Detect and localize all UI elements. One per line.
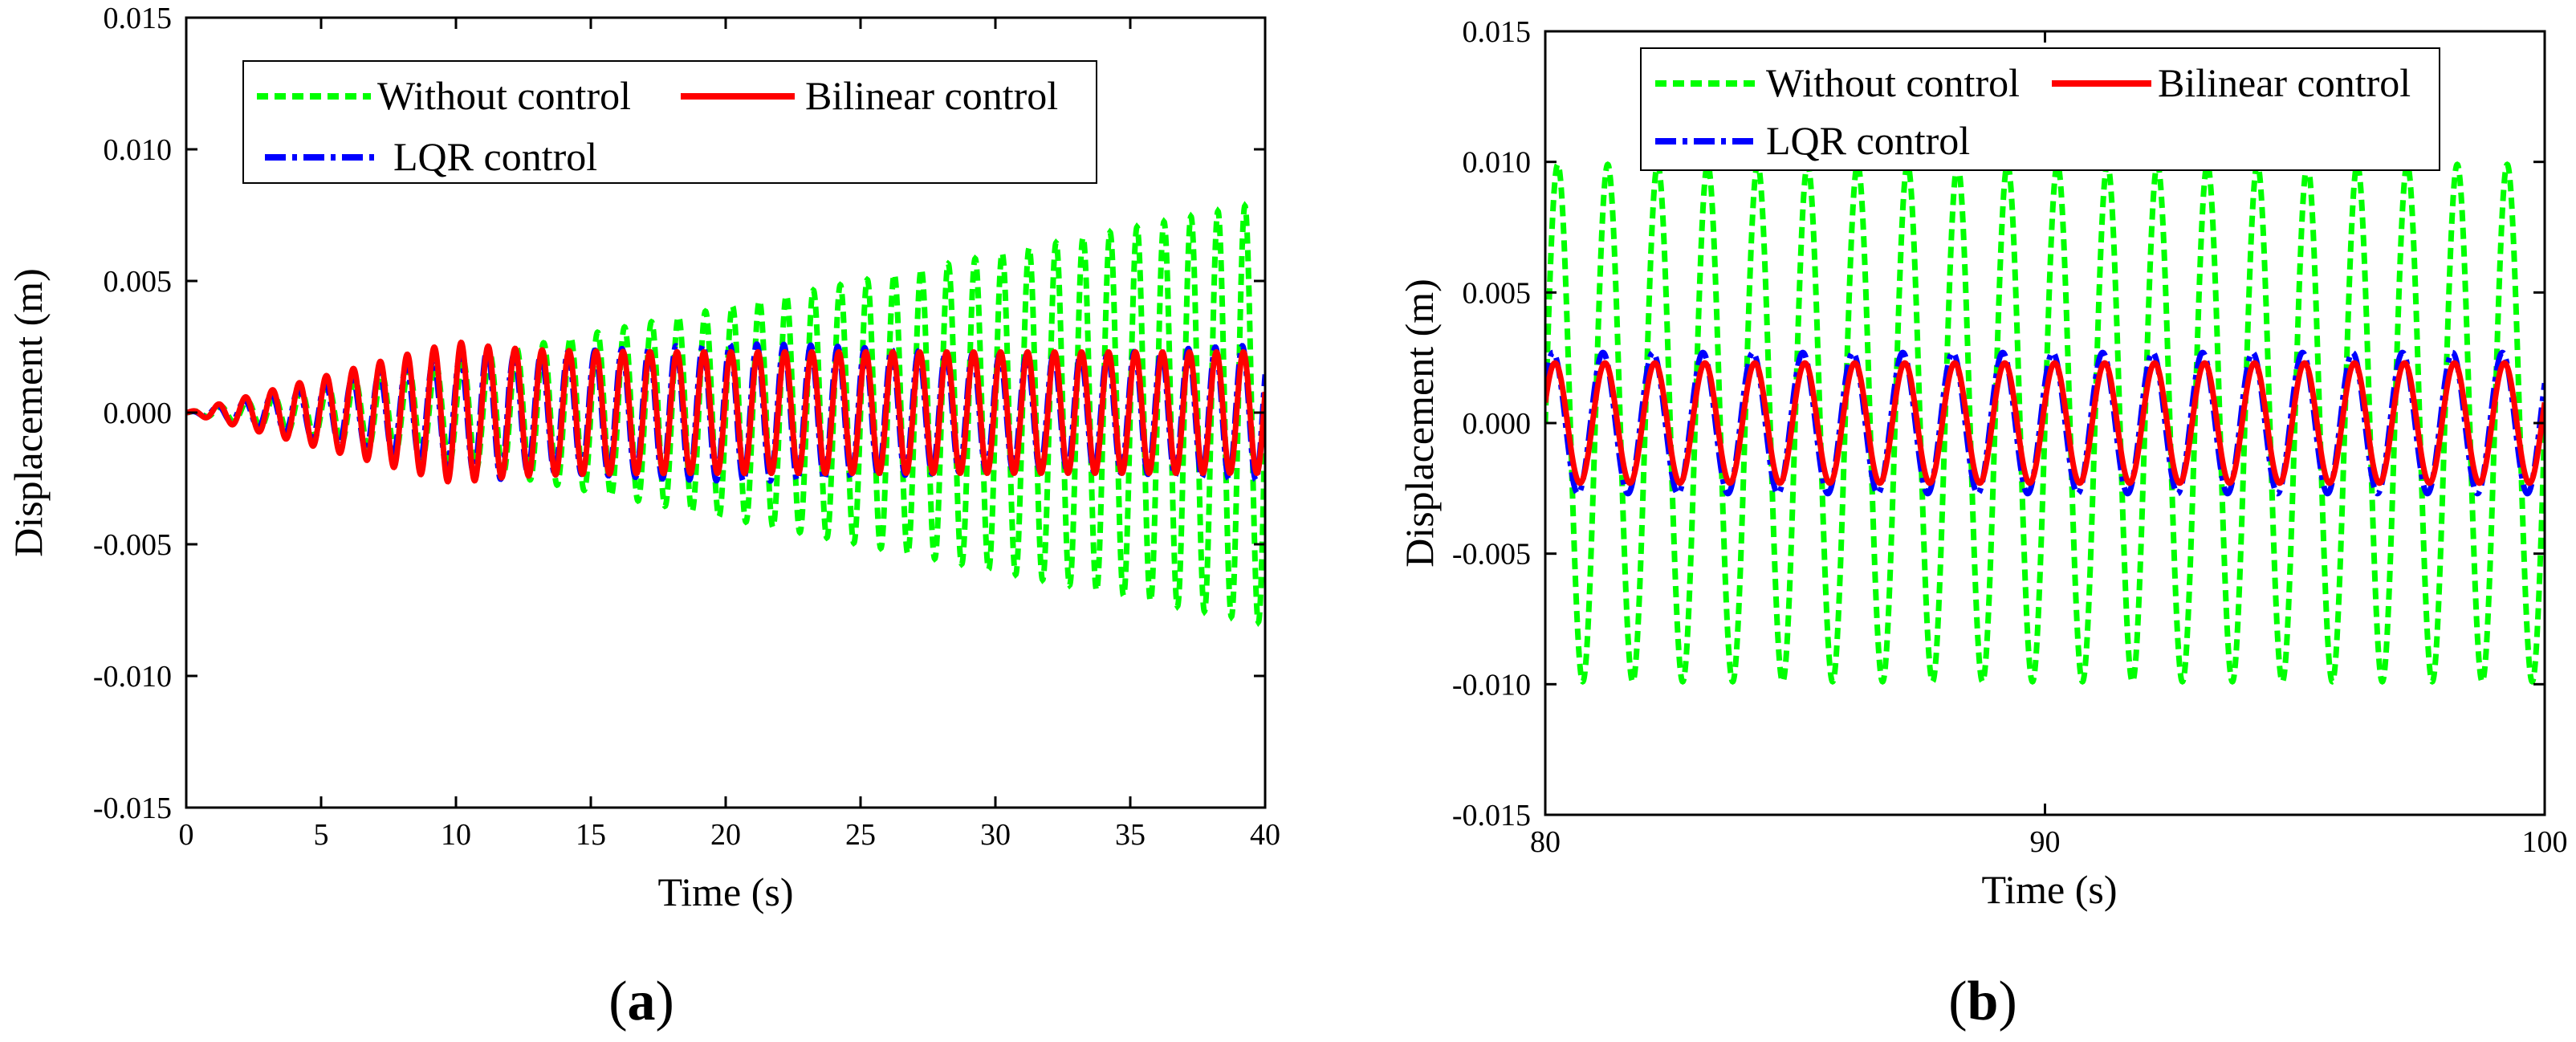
y-axis-label-b: Displacement (m) [1397, 279, 1442, 568]
series-group-a [186, 201, 1265, 628]
series-line-bilinear-control-a [186, 339, 1265, 485]
y-tick-label-b: 0.005 [1463, 276, 1532, 310]
legend-label-lqr-control-b: LQR control [1766, 118, 1970, 163]
legend-label-without-control-b: Without control [1766, 60, 2020, 105]
legend-box-a [242, 60, 1097, 184]
x-tick-label-a: 35 [1115, 818, 1146, 852]
x-tick-label-a: 10 [441, 818, 471, 852]
y-tick-label-b: -0.010 [1452, 668, 1531, 702]
x-tick-label-a: 25 [845, 818, 876, 852]
y-axis-label-a: Displacement (m) [6, 268, 51, 557]
legend-a: Without control Bilinear control LQR con… [242, 60, 1097, 184]
legend-label-bilinear-control-b: Bilinear control [2158, 60, 2411, 105]
y-tick-label-b: -0.005 [1452, 538, 1531, 572]
chart-panel-a: 0 5 10 15 20 25 30 35 40 0.015 0.010 0.005 0.000 -0.0… [6, 2, 1280, 1032]
x-tick-label-a: 30 [980, 818, 1011, 852]
y-tick-label-a: -0.015 [93, 792, 172, 825]
y-tick-label-a: 0.015 [104, 2, 173, 35]
x-tick-label-b: 100 [2522, 825, 2568, 859]
x-tick-label-a: 5 [314, 818, 329, 852]
ticks-b [1544, 30, 2546, 816]
legend-label-lqr-control-a: LQR control [393, 134, 597, 179]
y-tick-label-b: -0.015 [1452, 799, 1531, 832]
x-tick-label-b: 80 [1530, 825, 1561, 859]
series-line-bilinear-control-b [1545, 360, 2545, 486]
series-group-b [1545, 161, 2545, 686]
x-tick-label-a: 40 [1250, 818, 1280, 852]
panel-label-a: (a) [608, 971, 674, 1032]
x-tick-label-b: 90 [2030, 825, 2061, 859]
x-tick-label-a: 15 [576, 818, 606, 852]
y-tick-label-b: 0.015 [1463, 15, 1532, 49]
legend-label-without-control-a: Without control [377, 73, 631, 118]
y-tick-label-b: 0.000 [1463, 407, 1532, 441]
y-tick-label-a: -0.005 [93, 528, 172, 562]
ticks-a [185, 16, 1267, 809]
y-tick-label-a: 0.005 [104, 265, 173, 299]
tick-labels-a: 0 5 10 15 20 25 30 35 40 0.015 0.010 0.005 0.000 -0.0… [93, 2, 1280, 852]
panel-label-b: (b) [1948, 971, 2017, 1032]
tick-labels-b: 80 90 100 0.015 0.010 0.005 0.000 -0.005 -0.010 -… [1452, 15, 2568, 859]
x-tick-label-a: 0 [179, 818, 194, 852]
y-tick-label-a: 0.010 [104, 133, 173, 167]
x-tick-label-a: 20 [710, 818, 741, 852]
legend-box-b [1640, 47, 2440, 171]
x-axis-label-b: Time (s) [1981, 867, 2117, 912]
y-tick-label-a: 0.000 [104, 397, 173, 430]
chart-panel-b: 80 90 100 0.015 0.010 0.005 0.000 -0.005 -0.010 -… [1397, 15, 2568, 1032]
y-tick-label-a: -0.010 [93, 660, 172, 694]
y-tick-label-b: 0.010 [1463, 146, 1532, 180]
x-axis-label-a: Time (s) [657, 869, 793, 914]
legend-b: Without control Bilinear control LQR con… [1640, 47, 2440, 171]
legend-label-bilinear-control-a: Bilinear control [805, 73, 1058, 118]
